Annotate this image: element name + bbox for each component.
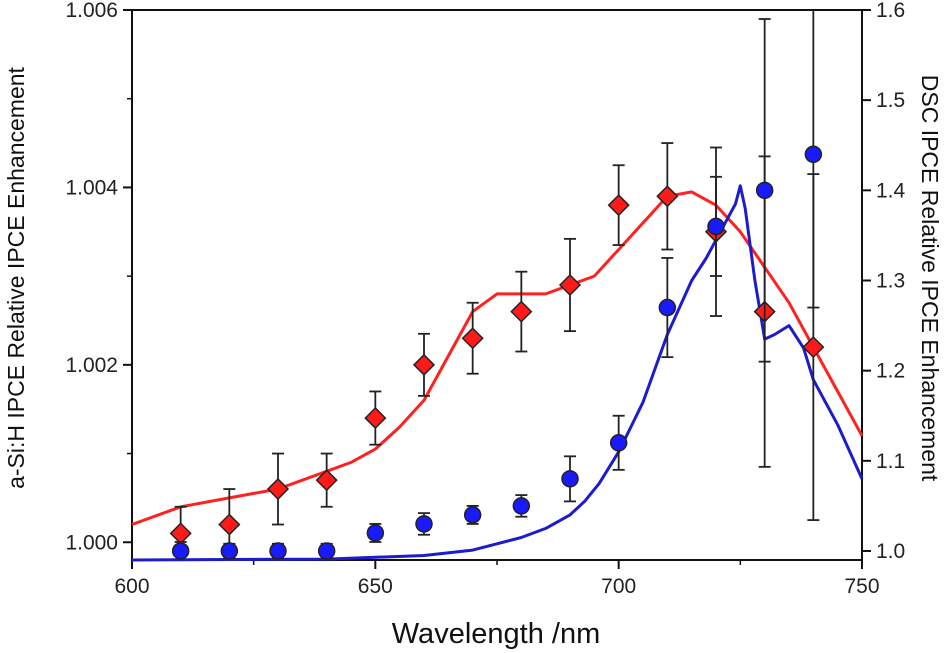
- asi-data-point: [169, 522, 192, 545]
- y-left-tick-label: 1.006: [65, 0, 118, 22]
- y-right-tick-label: 1.5: [876, 89, 905, 112]
- asi-data-point: [364, 407, 387, 430]
- y-right-tick-label: 1.0: [876, 540, 905, 563]
- asi-data-point: [510, 300, 533, 323]
- y-left-tick-label: 1.000: [65, 531, 118, 554]
- dsc-simulated-line: [131, 184, 864, 562]
- x-tick-label: 700: [601, 575, 636, 598]
- asi-data-point: [461, 327, 484, 350]
- dsc-data-point: [658, 298, 677, 317]
- dsc-data-point: [463, 506, 482, 524]
- asi-data-point: [266, 477, 290, 501]
- asi-data-point: [656, 185, 679, 208]
- dsc-data-point: [415, 515, 433, 533]
- asi-simulated-line: [131, 190, 864, 526]
- y-right-tick-label: 1.2: [876, 360, 905, 383]
- y-right-tick-label: 1.3: [876, 269, 905, 292]
- dsc-data-point: [804, 145, 823, 164]
- dsc-data-point: [755, 181, 774, 200]
- y-right-tick-label: 1.1: [876, 450, 905, 473]
- dsc-data-point: [220, 542, 239, 560]
- label-layer: Wavelength /nm a-Si:H IPCE Relative IPCE…: [3, 66, 943, 650]
- x-tick-label: 600: [114, 575, 149, 598]
- dsc-data-point: [317, 542, 336, 560]
- dsc-data-point: [269, 542, 287, 560]
- dsc-data-point: [512, 497, 531, 515]
- right-axis-title: DSC IPCE Relative IPCE Enhancement: [917, 75, 943, 482]
- x-tick-label: 650: [358, 575, 393, 598]
- left-axis-title: a-Si:H IPCE Relative IPCE Enhancement: [3, 66, 29, 488]
- dsc-data-point: [707, 217, 725, 236]
- y-right-tick-label: 1.6: [876, 0, 905, 22]
- asi-data-point: [558, 273, 582, 297]
- asi-data-point: [218, 513, 241, 536]
- y-left-tick-label: 1.004: [65, 176, 118, 199]
- dsc-data-point: [171, 542, 190, 560]
- dsc-data-point: [366, 524, 385, 542]
- plot-frame: [131, 9, 863, 561]
- dsc-data-point: [561, 470, 579, 488]
- axes-layer: 600 650 700 750 1.000 1.002 1.004 1.006 1.0 1.1 1.…: [65, 0, 905, 598]
- asi-data-point: [802, 336, 825, 359]
- x-tick-label: 750: [844, 575, 879, 598]
- x-axis-title: Wavelength /nm: [392, 618, 600, 650]
- asi-data-point: [607, 194, 630, 217]
- asi-data-point: [315, 469, 338, 492]
- asi-data-point: [412, 353, 436, 376]
- y-right-tick-label: 1.4: [876, 179, 906, 202]
- y-left-tick-label: 1.002: [65, 354, 118, 377]
- series-layer: [131, 10, 864, 562]
- dsc-data-point: [609, 434, 628, 452]
